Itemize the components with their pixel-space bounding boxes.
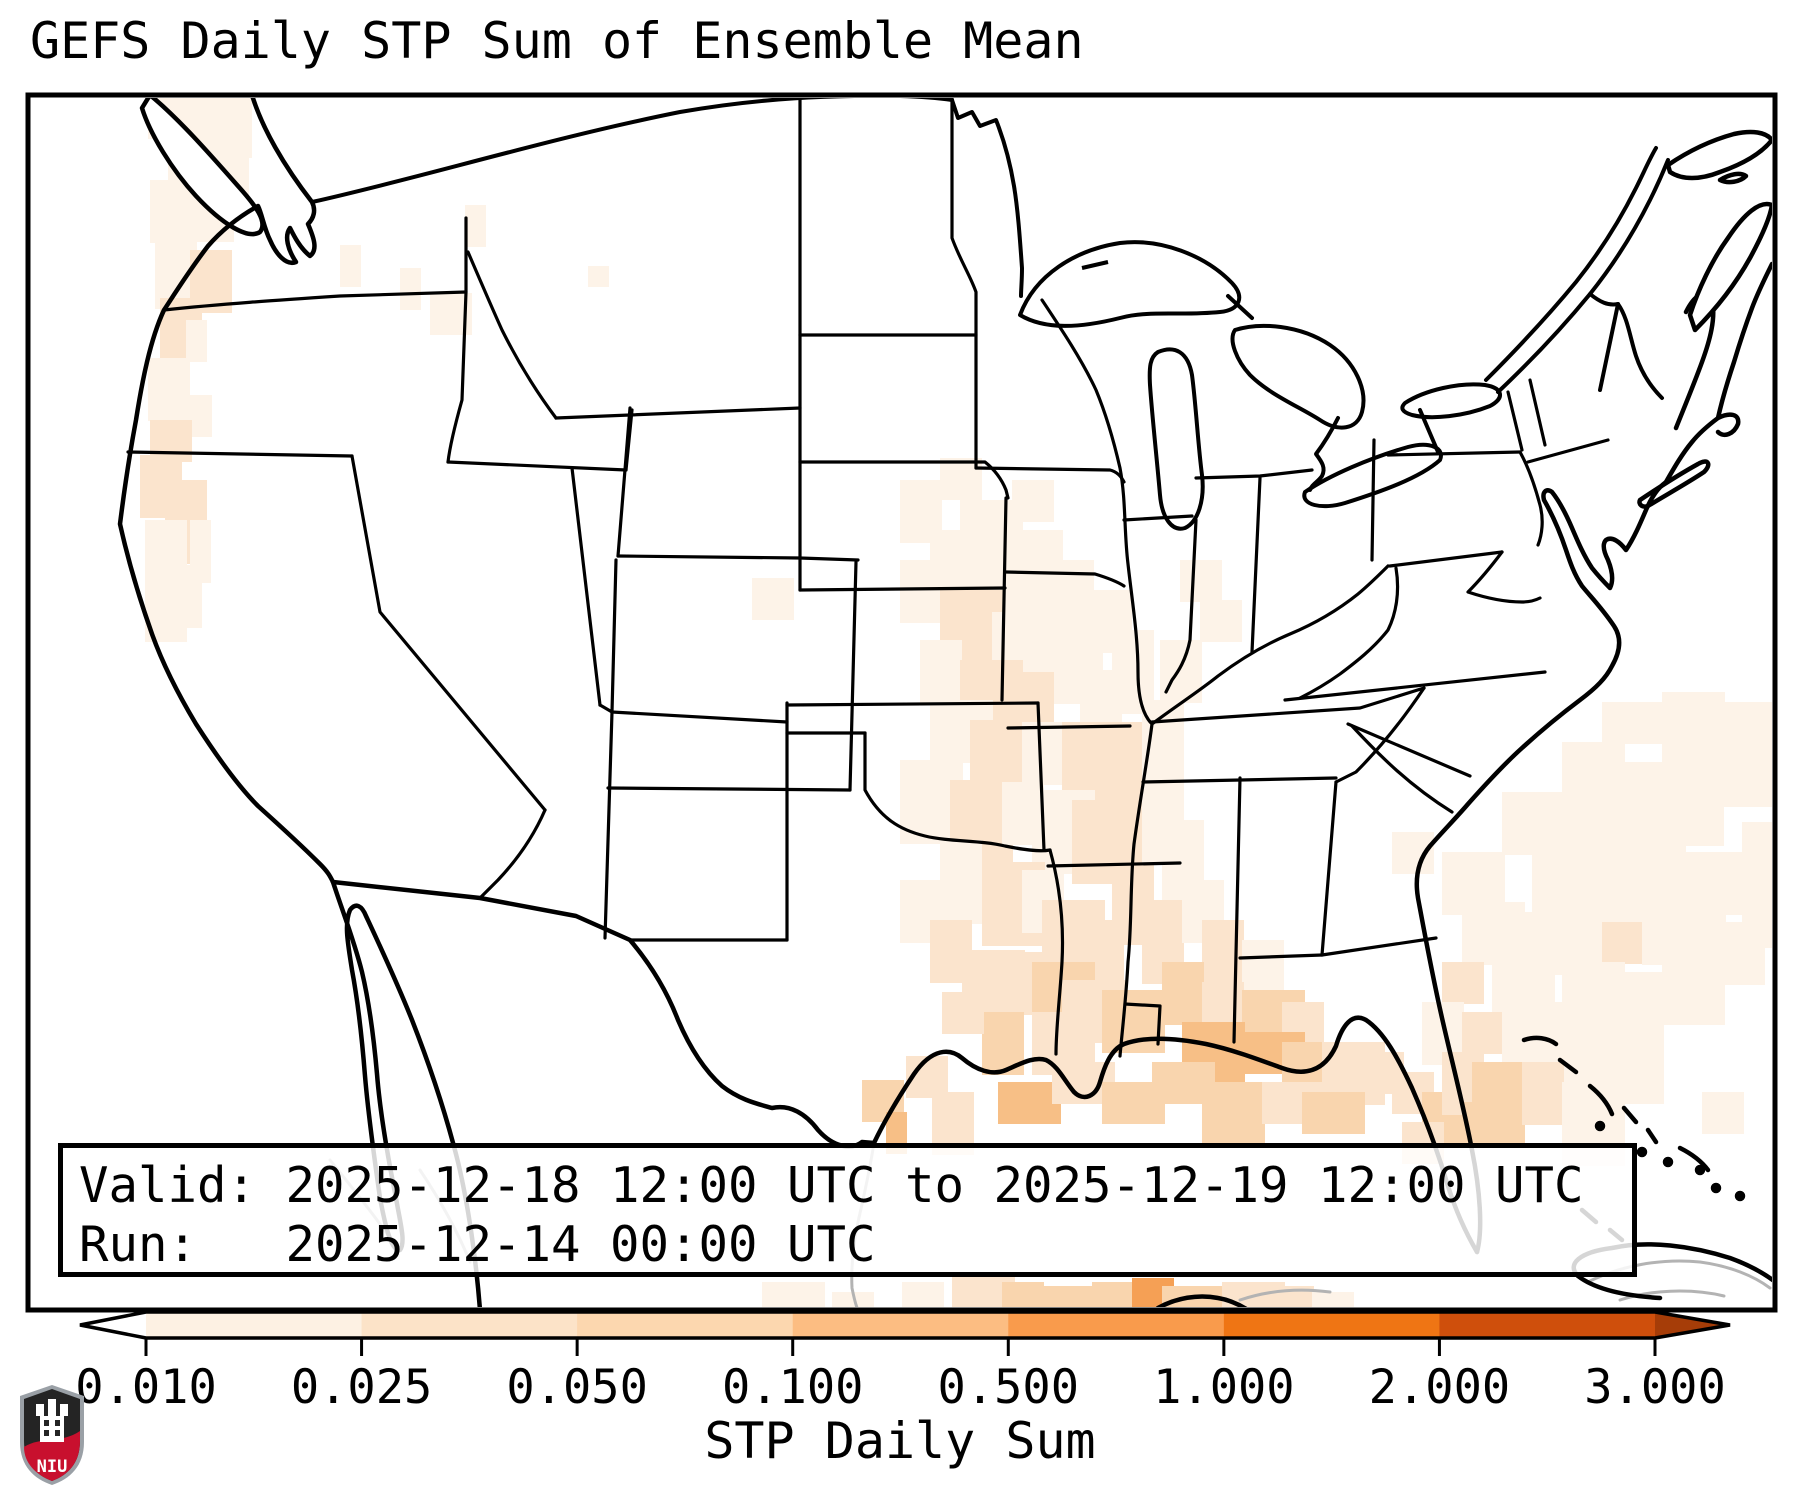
colorbar-segment — [792, 1312, 1009, 1338]
stp-cell — [1002, 1282, 1044, 1307]
colorbar-tick-label: 0.050 — [506, 1360, 648, 1415]
colorbar-tick-label: 0.100 — [721, 1360, 864, 1415]
colorbar-segment — [1008, 1312, 1225, 1338]
colorbar-tick-label: 1.000 — [1153, 1360, 1295, 1415]
colorbar-under-arrow — [80, 1312, 146, 1338]
stp-cell — [900, 560, 942, 623]
logo-castle-icon — [36, 1399, 68, 1442]
valid-run-box: Valid: 2025-12-18 12:00 UTC to 2025-12-1… — [58, 1143, 1637, 1277]
logo-red-band — [24, 1431, 80, 1481]
colorbar-tick-label: 0.500 — [937, 1360, 1080, 1415]
figure-title: GEFS Daily STP Sum of Ensemble Mean — [30, 12, 1084, 70]
run-text: Run: 2025-12-14 00:00 UTC — [79, 1216, 876, 1273]
stp-shading-cells — [140, 98, 1772, 1307]
stp-cell — [1092, 1282, 1134, 1307]
stp-cell — [186, 320, 207, 362]
stp-cell — [1072, 800, 1114, 884]
colorbar-tick-label: 0.025 — [290, 1360, 433, 1415]
colorbar-tick-label: 2.000 — [1368, 1360, 1511, 1415]
stp-cell — [1622, 972, 1664, 1014]
stp-cell — [752, 578, 794, 620]
stp-cell — [588, 266, 609, 287]
stp-cell — [998, 1082, 1061, 1124]
colorbar-tick-label: 0.010 — [75, 1360, 217, 1415]
islands — [1521, 1035, 1746, 1243]
stp-cell — [1562, 962, 1625, 1025]
stp-cell — [1202, 982, 1244, 1024]
stp-cell — [1200, 600, 1242, 642]
stp-cell — [1052, 560, 1094, 623]
stp-cell — [400, 268, 421, 310]
stp-cell — [1562, 1022, 1625, 1085]
stp-cell — [1622, 1062, 1664, 1104]
stp-cell — [1162, 962, 1204, 1025]
stp-cell — [1682, 762, 1724, 846]
stp-cell — [1442, 962, 1484, 1004]
stp-cell — [940, 840, 982, 924]
colorbar-tick-label: 3.000 — [1584, 1360, 1726, 1415]
colorbar-segment — [146, 1312, 363, 1338]
logo-text: NIU — [37, 1457, 68, 1477]
colorbar — [79, 1310, 1731, 1356]
valid-text: Valid: 2025-12-18 12:00 UTC to 2025-12-1… — [79, 1157, 1584, 1214]
stp-cell — [832, 1292, 874, 1307]
stp-cell — [1562, 742, 1625, 805]
colorbar-segment — [577, 1312, 794, 1338]
colorbar-axis-label: STP Daily Sum — [704, 1412, 1096, 1470]
state-borders — [126, 98, 1610, 1058]
canada-border — [310, 98, 1670, 492]
stp-cell — [1312, 1292, 1354, 1307]
stp-cell — [1302, 1092, 1365, 1134]
stp-cell — [1722, 702, 1772, 807]
stp-cell — [920, 640, 962, 703]
stp-cell — [1392, 832, 1434, 874]
stp-cell — [1202, 1082, 1265, 1145]
stp-cell — [1522, 1062, 1564, 1125]
stp-cell — [1502, 792, 1565, 855]
stp-cell — [1462, 1102, 1525, 1144]
colorbar-segment — [1439, 1312, 1656, 1338]
stp-cell — [215, 115, 236, 157]
stp-cell — [1012, 480, 1054, 522]
niu-logo: NIU — [20, 1385, 84, 1485]
colorbar-segment — [1223, 1312, 1440, 1338]
stp-cell — [465, 205, 486, 247]
stp-cell — [340, 245, 361, 287]
colorbar-over-arrow — [1655, 1312, 1730, 1338]
stp-cell — [1702, 1092, 1744, 1134]
stp-cell — [902, 1282, 944, 1307]
stp-cell — [762, 1282, 825, 1307]
stp-cell — [1180, 560, 1222, 602]
stp-cell — [1622, 762, 1685, 846]
stp-cell — [1662, 962, 1725, 1025]
stp-cell — [942, 992, 984, 1034]
stp-cell — [1462, 1012, 1504, 1054]
stp-cell — [1042, 1286, 1105, 1307]
colorbar-segment — [361, 1312, 578, 1338]
